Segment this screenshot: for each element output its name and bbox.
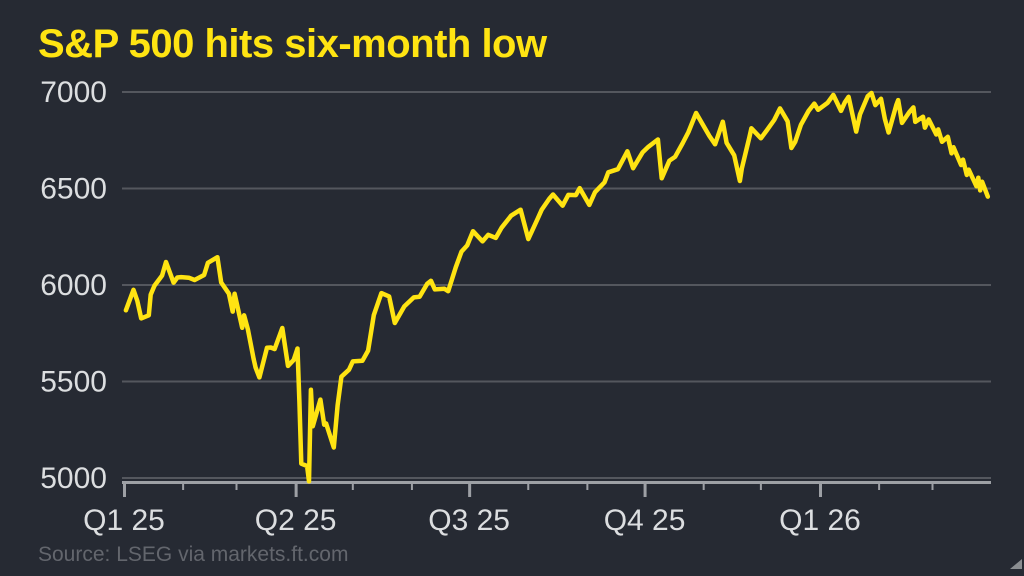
x-axis-label: Q3 25 [428, 504, 510, 537]
x-axis-label: Q4 25 [604, 504, 686, 537]
x-axis-tick [759, 484, 762, 490]
x-axis-tick [235, 484, 238, 490]
y-axis-label: 6500 [40, 173, 107, 206]
x-axis-tick [182, 484, 185, 490]
x-axis-tick [586, 484, 589, 490]
x-axis-tick [878, 484, 881, 490]
y-axis-label: 7000 [40, 76, 107, 109]
x-axis-tick [931, 484, 934, 490]
x-axis-tick [123, 484, 126, 497]
x-axis-label: Q1 25 [83, 504, 165, 537]
x-axis-tick [410, 484, 413, 490]
axis-baseline [122, 481, 991, 484]
x-axis-tick [468, 484, 472, 497]
y-axis-label: 5000 [40, 462, 107, 495]
x-axis-tick [819, 484, 822, 497]
resize-corner-icon [1010, 559, 1022, 569]
x-axis-tick [702, 484, 705, 490]
price-line [123, 90, 991, 484]
x-axis-label: Q1 26 [779, 504, 861, 537]
x-axis-tick [527, 484, 530, 490]
y-axis-label: 6000 [40, 269, 107, 302]
y-axis-label: 5500 [40, 366, 107, 399]
x-axis-label: Q2 25 [255, 504, 337, 537]
chart-title: S&P 500 hits six-month low [38, 22, 547, 66]
x-axis-tick [351, 484, 354, 490]
x-axis-tick [643, 484, 647, 497]
x-axis-tick [294, 484, 298, 497]
source-label: Source: LSEG via markets.ft.com [38, 543, 349, 566]
